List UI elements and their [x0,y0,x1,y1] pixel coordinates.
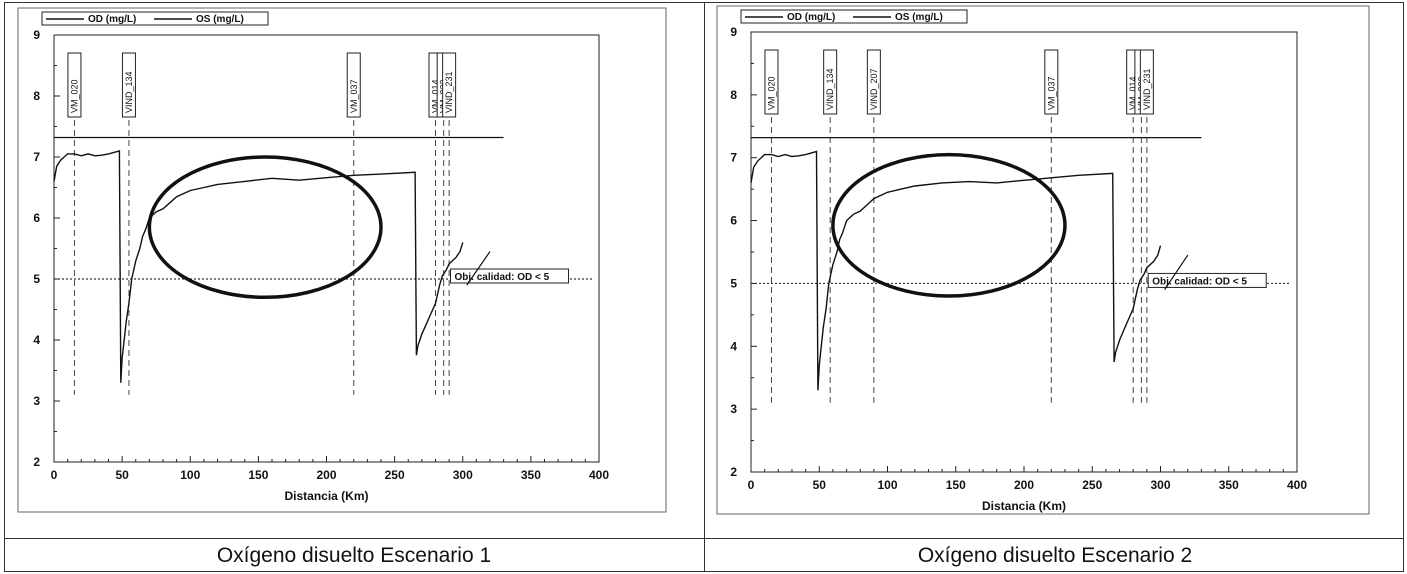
x-tick-label: 250 [1082,478,1102,492]
threshold-label: Obj. calidad: OD < 5 [454,272,549,283]
station-label: VM_037 [1046,76,1056,110]
station-label: VIND_231 [444,71,454,113]
station-label: VIND_134 [825,68,835,110]
y-tick-label: 4 [33,333,40,347]
station-label: VIND_134 [124,71,134,113]
od-tail-segment [1164,254,1189,291]
x-axis-title: Distancia (Km) [982,499,1066,513]
od-series-line [750,150,1162,391]
y-tick-label: 5 [33,272,40,286]
x-tick-label: 300 [453,468,473,482]
x-tick-label: 400 [1287,478,1307,492]
y-tick-label: 3 [33,394,40,408]
row-divider [4,538,1403,539]
y-tick-label: 4 [730,339,737,353]
threshold-label: Obj. calidad: OD < 5 [1152,276,1247,287]
od-tail-segment [466,251,491,286]
threshold-label-box [1147,272,1267,288]
legend-label: OD (mg/L) [88,14,136,25]
station-label-box [1044,49,1059,115]
station-label: VM_037 [349,79,359,113]
x-tick-label: 350 [521,468,541,482]
x-tick-label: 300 [1150,478,1170,492]
highlight-ellipse [147,155,383,300]
station-label: VM_014 [1128,76,1138,110]
x-tick-label: 100 [180,468,200,482]
chart-panel-1: 0 50 100 150 200 250 300 350 400 2 3 4 5 6 7 8 9 Distanci… [4,0,704,540]
y-tick-label: 2 [33,455,40,469]
x-tick-label: 350 [1219,478,1239,492]
y-tick-label: 8 [730,88,737,102]
station-label-box [442,52,457,118]
highlight-ellipse [831,152,1067,298]
x-tick-label: 50 [813,478,827,492]
y-tick-label: 9 [730,25,737,39]
station-label: VM_020 [69,79,79,113]
station-label-box [866,49,881,115]
chart-frame [17,7,667,513]
x-tick-label: 400 [589,468,609,482]
x-tick-label: 200 [316,468,336,482]
threshold-label-box [449,268,569,284]
station-label-box [346,52,361,118]
chart-1: 0 50 100 150 200 250 300 350 400 2 3 4 5 6 7 8 9 Distanci… [17,7,667,513]
x-tick-label: 0 [748,478,755,492]
legend-label: OD (mg/L) [787,12,835,23]
legend-label: OS (mg/L) [895,12,943,23]
y-tick-label: 5 [730,276,737,290]
y-tick-label: 7 [33,150,40,164]
y-tick-label: 9 [33,28,40,42]
station-label: VM_014 [431,79,441,113]
y-tick-label: 6 [730,214,737,228]
station-label-box [764,49,779,115]
x-tick-label: 100 [877,478,897,492]
x-tick-label: 200 [1014,478,1034,492]
y-tick-label: 6 [33,211,40,225]
station-label-box [1139,49,1154,115]
x-tick-label: 250 [385,468,405,482]
y-tick-label: 2 [730,465,737,479]
legend-label: OS (mg/L) [196,14,244,25]
station-label-box [67,52,82,118]
x-tick-label: 150 [248,468,268,482]
chart-panel-2: 0 50 100 150 200 250 300 350 400 2 3 4 5 6 7 8 9 Distanci… [705,0,1405,540]
y-tick-label: 3 [730,402,737,416]
x-tick-label: 0 [51,468,58,482]
caption-scenario-1: Oxígeno disuelto Escenario 1 [216,544,492,567]
x-tick-label: 150 [946,478,966,492]
caption-scenario-2: Oxígeno disuelto Escenario 2 [917,544,1193,567]
y-tick-label: 8 [33,89,40,103]
station-label: VM_020 [766,76,776,110]
station-label: VIND_207 [869,68,879,110]
x-axis-title: Distancia (Km) [284,489,368,503]
station-label: VIND_231 [1142,68,1152,110]
station-label-box [121,52,136,118]
chart-2: 0 50 100 150 200 250 300 350 400 2 3 4 5 6 7 8 9 Distanci… [716,5,1370,515]
y-tick-label: 7 [730,151,737,165]
column-divider [704,2,705,571]
od-series-line [53,149,464,383]
station-label-box [823,49,838,115]
chart-frame [716,5,1370,515]
x-tick-label: 50 [115,468,129,482]
